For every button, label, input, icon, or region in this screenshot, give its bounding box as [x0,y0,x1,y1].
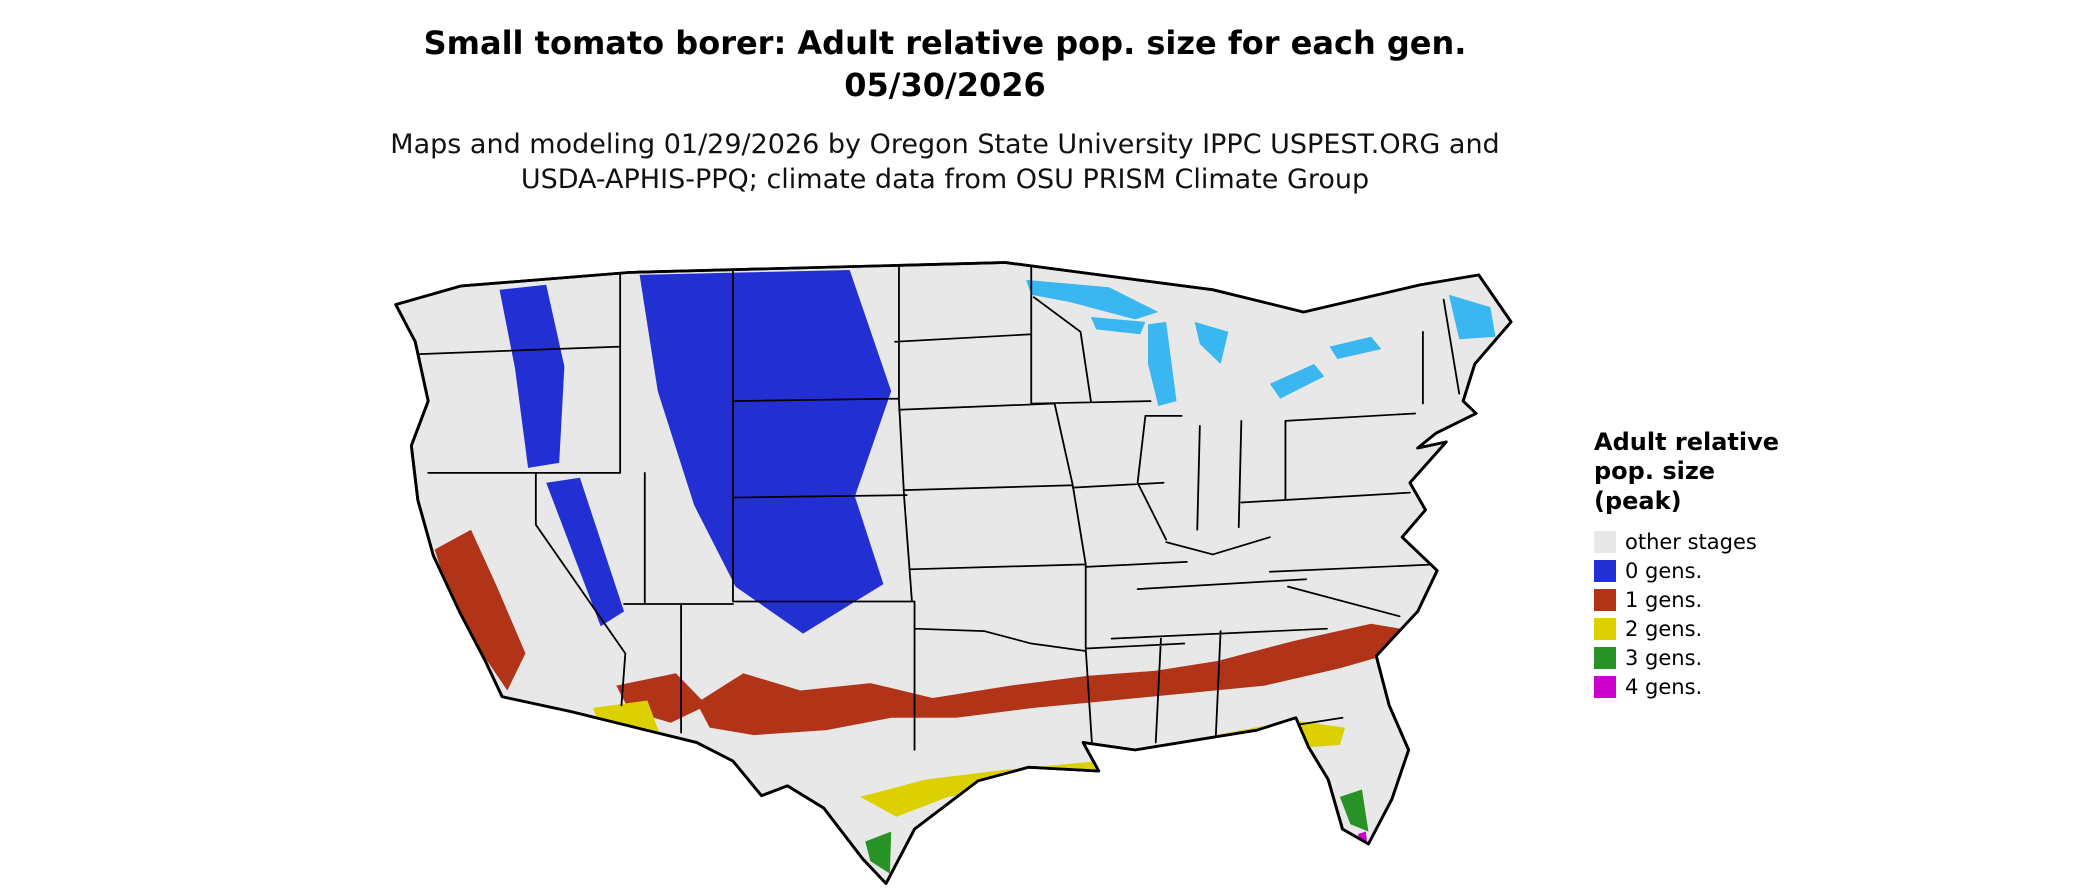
legend-label-4-gens: 4 gens. [1625,675,1703,700]
legend-label-2-gens: 2 gens. [1625,617,1703,642]
legend-label-0-gens: 0 gens. [1625,559,1703,584]
legend-row-3-gens: 3 gens. [1594,646,1854,671]
us-map [305,218,1550,886]
legend-row-0-gens: 0 gens. [1594,559,1854,584]
legend-items: other stages 0 gens. 1 gens. 2 gens. 3 g… [1594,530,1854,700]
legend-swatch-3-gens [1594,647,1616,670]
legend-label-other-stages: other stages [1625,530,1757,555]
legend-swatch-other-stages [1594,531,1616,554]
pest-region-0-gens [499,269,892,634]
legend-row-1-gens: 1 gens. [1594,588,1854,613]
map-subtitle-line1: Maps and modeling 01/29/2026 by Oregon S… [390,129,1500,161]
great-lakes-water [1026,279,1496,407]
legend-title: Adult relative pop. size (peak) [1594,428,1854,516]
legend-swatch-2-gens [1594,618,1616,641]
state-borders [418,262,1461,751]
legend-row-4-gens: 4 gens. [1594,675,1854,700]
legend-row-other-stages: other stages [1594,530,1854,555]
legend-label-1-gens: 1 gens. [1625,588,1703,613]
figure-header: Small tomato borer: Adult relative pop. … [0,22,1890,198]
map-title-date: 05/30/2026 [844,66,1046,105]
map-subtitle: Maps and modeling 01/29/2026 by Oregon S… [0,128,1890,197]
legend-row-2-gens: 2 gens. [1594,617,1854,642]
map-title-line1: Small tomato borer: Adult relative pop. … [423,24,1467,62]
legend-title-line2: pop. size [1594,457,1716,486]
map-legend: Adult relative pop. size (peak) other st… [1594,428,1854,704]
us-outline-stroke [394,261,1513,885]
us-map-svg [394,261,1513,885]
legend-swatch-1-gens [1594,589,1616,612]
legend-swatch-4-gens [1594,676,1616,699]
legend-label-3-gens: 3 gens. [1625,646,1703,671]
legend-swatch-0-gens [1594,560,1616,583]
map-subtitle-line2: USDA-APHIS-PPQ; climate data from OSU PR… [520,164,1370,196]
legend-title-line1: Adult relative [1594,428,1780,456]
legend-title-line3: (peak) [1594,486,1682,515]
